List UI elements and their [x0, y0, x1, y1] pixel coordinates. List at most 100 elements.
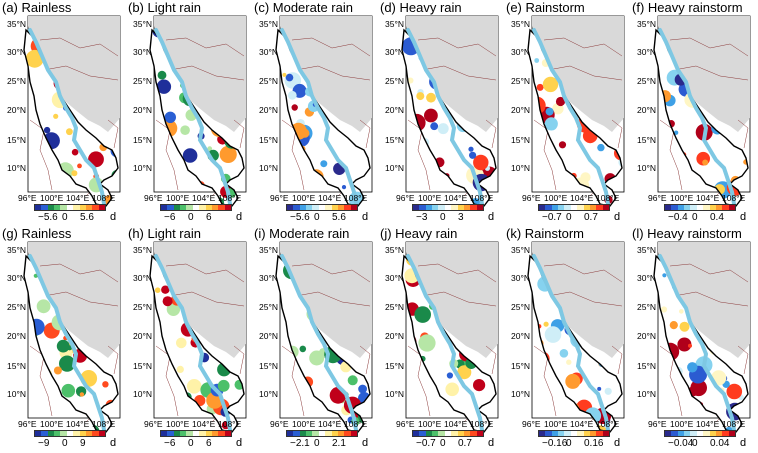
lon-tick-label: 96°E — [396, 419, 415, 429]
land-area — [28, 242, 120, 358]
anomaly-patch — [544, 117, 558, 131]
lon-tick-label: 96°E — [396, 193, 415, 203]
lat-tick-label: 20°N — [7, 331, 26, 341]
lon-tick-label: 104°E — [444, 193, 468, 203]
basin-map — [401, 241, 499, 433]
lon-tick-label: 100°E — [166, 193, 190, 203]
country-borders — [155, 263, 245, 423]
lat-tick-label: 15°N — [7, 135, 26, 145]
anomaly-patch — [287, 90, 297, 100]
colorbar-swatch — [728, 205, 735, 210]
colorbar-swatch — [539, 205, 546, 210]
lat-tick-label: 30°N — [511, 273, 530, 283]
panel-title: (d) Heavy rain — [380, 0, 462, 15]
colorbar-swatch — [451, 431, 458, 436]
anomaly-patch — [56, 339, 70, 353]
anomaly-patch — [426, 92, 436, 103]
colorbar-swatch — [299, 431, 307, 436]
map-panel: (e) Rainstorm 35°N 30°N 25°N 20°N 15°N 10°N 96°… — [504, 0, 630, 226]
lon-tick-label: 108°E — [470, 193, 494, 203]
mekong-river — [280, 28, 358, 206]
colorbar-swatch — [325, 431, 332, 436]
anomaly-patch — [542, 76, 559, 93]
colorbar-swatch — [470, 431, 477, 436]
colorbar-swatch — [205, 205, 212, 210]
basin-map — [527, 15, 625, 207]
colorbar-swatch — [438, 205, 445, 210]
lat-tick-label: 20°N — [511, 105, 530, 115]
lat-tick-label: 35°N — [133, 245, 152, 255]
lat-tick-label: 20°N — [133, 105, 152, 115]
lon-tick-label: 96°E — [270, 193, 289, 203]
panel-title: (c) Moderate rain — [254, 0, 353, 15]
anomaly-patch — [543, 321, 549, 327]
anomaly-patch — [53, 113, 59, 119]
anomaly-patch — [726, 383, 743, 400]
colorbar-swatch — [312, 205, 319, 210]
lon-tick-label: 96°E — [18, 193, 37, 203]
colorbar-swatch — [703, 205, 710, 210]
map-panel: (j) Heavy rain 35°N 30°N 25°N 20°N 15°N 10°N 96… — [378, 226, 504, 452]
colorbar-swatch — [161, 205, 168, 210]
anomaly-patch — [544, 326, 562, 343]
colorbar-tick-label: −9 — [38, 438, 50, 449]
anomaly-patch — [320, 160, 328, 168]
anomaly-patch — [71, 170, 78, 177]
panel-title: (h) Light rain — [128, 226, 201, 241]
mekong-river — [658, 28, 736, 206]
colorbar-swatch — [199, 431, 206, 436]
colorbar-swatch — [47, 431, 55, 436]
colorbar-swatch — [224, 431, 231, 436]
lat-tick-label: 25°N — [259, 76, 278, 86]
colorbar-swatch — [476, 431, 483, 436]
colorbar-swatch — [192, 431, 200, 436]
colorbar-swatch — [60, 205, 67, 210]
lon-tick-label: 108°E — [92, 193, 116, 203]
colorbar — [538, 430, 610, 437]
mekong-river — [532, 254, 610, 432]
lon-tick-label: 100°E — [292, 419, 316, 429]
colorbar-swatch — [677, 431, 685, 436]
anomaly-patch — [414, 306, 431, 323]
colorbar-swatch — [690, 205, 697, 210]
lat-tick-label: 35°N — [511, 19, 530, 29]
colorbar-swatch — [54, 431, 61, 436]
colorbar-swatch — [577, 205, 584, 210]
anomaly-patch — [219, 145, 237, 163]
colorbar-swatch — [350, 431, 357, 436]
anomaly-patch — [418, 334, 436, 352]
country-borders — [29, 37, 119, 197]
lat-tick-label: 35°N — [7, 245, 26, 255]
anomaly-patch — [162, 296, 173, 307]
colorbar-swatch — [167, 205, 174, 210]
anomaly-patch — [182, 148, 198, 163]
lat-tick-label: 15°N — [385, 361, 404, 371]
colorbar-swatch — [564, 205, 571, 210]
colorbar-swatch — [41, 205, 48, 210]
anomaly-patch — [473, 379, 486, 392]
colorbar — [286, 430, 358, 437]
lat-tick-label: 10°N — [7, 163, 26, 173]
lat-tick-label: 25°N — [385, 76, 404, 86]
lon-tick-label: 96°E — [144, 419, 163, 429]
lat-tick-label: 30°N — [637, 273, 656, 283]
colorbar-swatch — [476, 205, 483, 210]
land-area — [28, 16, 120, 132]
colorbar-unit: d — [614, 437, 621, 449]
mekong-river — [406, 254, 484, 432]
lat-tick-label: 20°N — [7, 105, 26, 115]
lat-tick-label: 15°N — [385, 135, 404, 145]
lon-tick-label: 104°E — [570, 193, 594, 203]
colorbar-swatch — [715, 431, 723, 436]
lon-tick-label: 100°E — [544, 419, 568, 429]
colorbar-swatch — [722, 431, 729, 436]
anomaly-patch — [416, 92, 425, 101]
basin-map — [401, 15, 499, 207]
colorbar-swatch — [344, 205, 351, 210]
land-area — [154, 16, 246, 132]
colorbar-tick-label: 0 — [440, 438, 446, 449]
colorbar-tick-label: 0 — [440, 212, 446, 223]
colorbar-swatch — [551, 205, 559, 210]
colorbar-swatch — [703, 431, 710, 436]
anomaly-patch — [558, 141, 567, 149]
